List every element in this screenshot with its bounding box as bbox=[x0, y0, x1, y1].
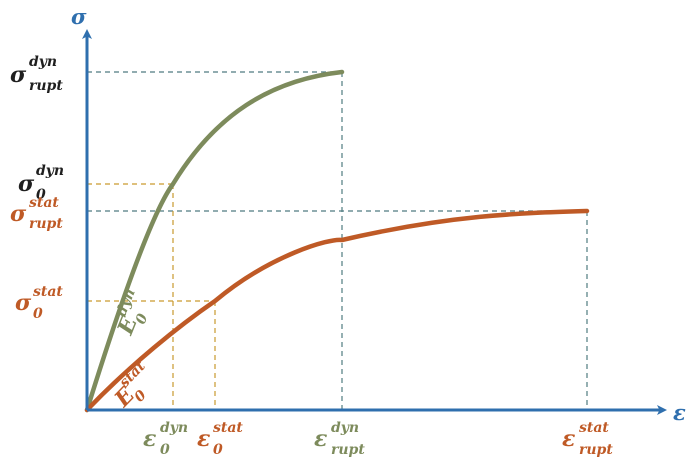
label-eps-0-dyn: ε dyn 0 bbox=[143, 420, 188, 457]
eps-rupt-dyn-sup: dyn bbox=[331, 420, 359, 436]
sigma-0-stat-sub: 0 bbox=[33, 306, 43, 322]
label-eps-rupt-stat: ε stat rupt bbox=[562, 420, 613, 457]
label-sigma-0-stat: σ stat 0 bbox=[15, 284, 63, 322]
sigma-0-stat-sup: stat bbox=[33, 284, 63, 300]
label-sigma-rupt-dyn: σ dyn rupt bbox=[10, 54, 63, 94]
x-axis-symbol: ε bbox=[673, 400, 686, 425]
eps-rupt-stat-sup: stat bbox=[579, 420, 609, 436]
sigma-rupt-dyn-sub: rupt bbox=[29, 78, 63, 94]
eps-rupt-dyn-main: ε bbox=[314, 426, 327, 452]
sigma-0-stat-main: σ bbox=[15, 290, 32, 316]
label-sigma-rupt-stat: σ stat rupt bbox=[10, 195, 63, 232]
sigma-0-dyn-main: σ bbox=[18, 171, 35, 197]
label-E-0-dyn: E dyn 0 bbox=[112, 287, 151, 340]
eps-0-stat-sup: stat bbox=[213, 420, 243, 436]
label-eps-0-stat: ε stat 0 bbox=[197, 420, 243, 457]
sigma-rupt-stat-main: σ bbox=[10, 201, 27, 227]
eps-0-dyn-main: ε bbox=[143, 426, 156, 452]
label-eps-rupt-dyn: ε dyn rupt bbox=[314, 420, 365, 457]
guide-lines bbox=[87, 71, 588, 410]
eps-0-stat-main: ε bbox=[197, 426, 210, 452]
eps-0-dyn-sub: 0 bbox=[160, 442, 170, 457]
dynamic-curve bbox=[84, 69, 345, 413]
sigma-rupt-dyn-sup: dyn bbox=[29, 54, 57, 70]
sigma-rupt-dyn-main: σ bbox=[10, 62, 27, 88]
label-sigma-0-dyn: σ dyn 0 bbox=[18, 163, 64, 203]
y-axis-symbol: σ bbox=[71, 4, 87, 29]
sigma-rupt-stat-sup: stat bbox=[29, 195, 59, 211]
static-curve bbox=[84, 208, 590, 413]
sigma-0-dyn-sub: 0 bbox=[36, 187, 46, 203]
eps-0-stat-sub: 0 bbox=[213, 442, 223, 457]
eps-0-dyn-sup: dyn bbox=[160, 420, 188, 436]
label-E-0-stat: E stat 0 bbox=[109, 358, 150, 413]
eps-rupt-stat-main: ε bbox=[562, 426, 575, 452]
sigma-rupt-stat-sub: rupt bbox=[29, 216, 63, 232]
eps-rupt-stat-sub: rupt bbox=[579, 442, 613, 457]
eps-rupt-dyn-sub: rupt bbox=[331, 442, 365, 457]
sigma-0-dyn-sup: dyn bbox=[36, 163, 64, 179]
